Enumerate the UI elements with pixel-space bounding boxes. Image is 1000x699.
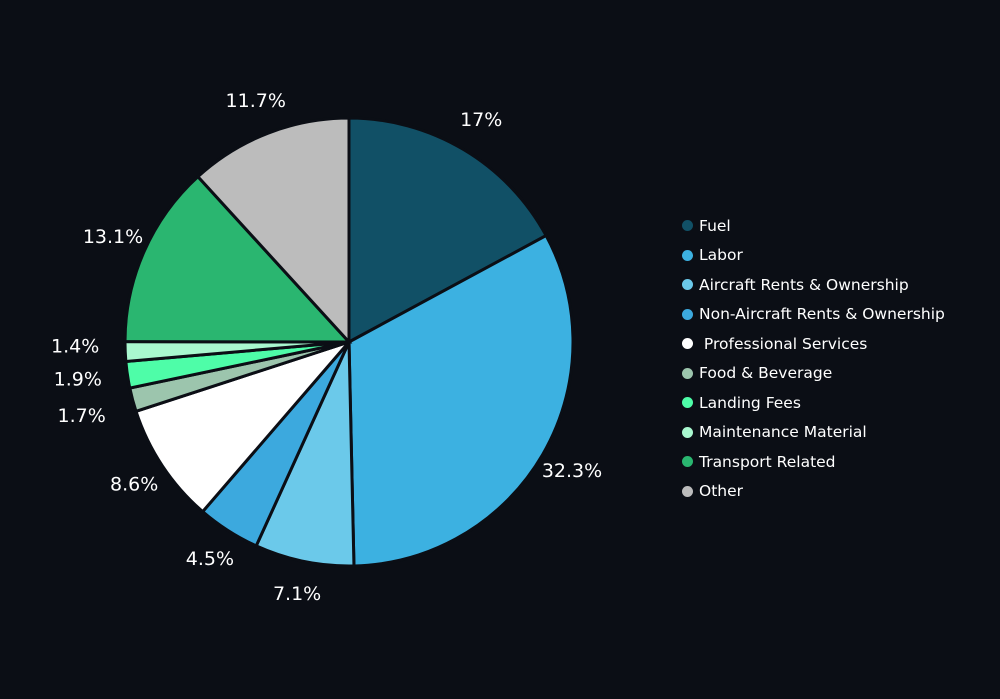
- legend-swatch: [682, 338, 693, 350]
- legend-swatch: [682, 426, 693, 438]
- legend-item-non-aircraft-rents-and-ownership: Non-Aircraft Rents & Ownership: [682, 300, 945, 330]
- pie-slices: [123, 116, 575, 568]
- pie-slice-aircraft-rents-and-ownership: [254, 341, 356, 568]
- legend-label: Other: [699, 482, 744, 501]
- legend-label: Landing Fees: [699, 393, 801, 412]
- pie-slice-professional-services: [134, 338, 354, 514]
- data-label-transport-related: 13.1%: [83, 226, 143, 248]
- pie-slice-fuel: [347, 116, 549, 345]
- legend-label: Professional Services: [699, 334, 868, 353]
- legend-label: Transport Related: [699, 452, 836, 471]
- pie-data-labels: 17% 32.3% 7.1% 4.5% 8.6% 1.7% 1.9% 1.4% 13.1% 11.…: [51, 90, 602, 605]
- legend-label: Non-Aircraft Rents & Ownership: [699, 305, 945, 324]
- legend-label: Aircraft Rents & Ownership: [699, 275, 909, 294]
- data-label-professional-services: 8.6%: [110, 473, 158, 495]
- legend-item-other: Other: [682, 477, 945, 507]
- data-label-other: 11.7%: [226, 90, 286, 112]
- legend-item-transport-related: Transport Related: [682, 447, 945, 477]
- legend-swatch: [682, 367, 693, 379]
- data-label-aircraft-rents-and-ownership: 7.1%: [273, 583, 321, 605]
- chart-legend: Fuel Labor Aircraft Rents & Ownership Non-A…: [682, 211, 945, 506]
- legend-item-fuel: Fuel: [682, 211, 945, 241]
- legend-item-landing-fees: Landing Fees: [682, 388, 945, 418]
- legend-swatch: [682, 220, 693, 232]
- legend-swatch: [682, 249, 693, 261]
- legend-label: Fuel: [699, 216, 731, 235]
- legend-item-labor: Labor: [682, 241, 945, 271]
- legend-swatch: [682, 485, 693, 497]
- legend-swatch: [682, 456, 693, 468]
- pie-slice-other: [195, 116, 351, 346]
- data-label-fuel: 17%: [460, 109, 502, 131]
- legend-item-aircraft-rents-and-ownership: Aircraft Rents & Ownership: [682, 270, 945, 300]
- legend-swatch: [682, 279, 693, 291]
- legend-label: Food & Beverage: [699, 364, 833, 383]
- legend-swatch: [682, 397, 693, 409]
- data-label-food-and-beverage: 1.7%: [58, 405, 106, 427]
- data-label-landing-fees: 1.9%: [54, 368, 102, 390]
- legend-label: Labor: [699, 246, 743, 265]
- data-label-maintenance-material: 1.4%: [51, 336, 99, 358]
- legend-item-professional-services: Professional Services: [682, 329, 945, 359]
- pie-slice-labor: [347, 233, 575, 568]
- pie-slice-transport-related: [123, 174, 353, 344]
- legend-label: Maintenance Material: [699, 423, 867, 442]
- data-label-non-aircraft-rents-and-ownership: 4.5%: [186, 548, 234, 570]
- data-label-labor: 32.3%: [542, 460, 602, 482]
- legend-item-maintenance-material: Maintenance Material: [682, 418, 945, 448]
- legend-swatch: [682, 308, 693, 320]
- legend-item-food-and-beverage: Food & Beverage: [682, 359, 945, 389]
